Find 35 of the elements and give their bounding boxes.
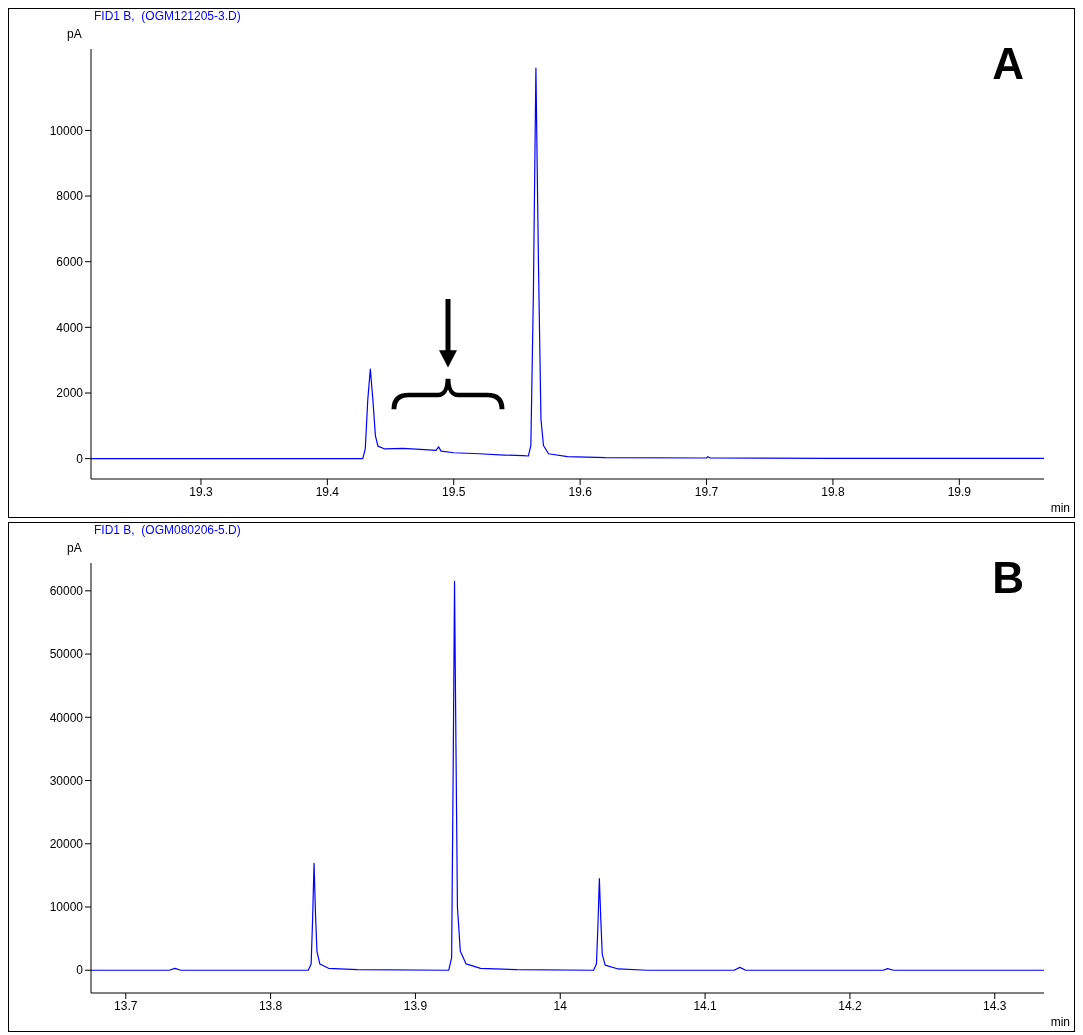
x-tick-label: 13.9	[403, 998, 428, 1013]
y-tick-label: 2000	[56, 386, 84, 401]
x-tick-label: 19.7	[694, 484, 719, 499]
x-tick-label: 14.3	[983, 998, 1007, 1013]
x-axis-title: min	[1050, 1015, 1070, 1029]
annotation: A	[992, 39, 1024, 89]
y-tick-label: 30000	[49, 773, 84, 788]
x-tick-label: 19.6	[568, 484, 593, 499]
x-tick-label: 14.1	[693, 998, 718, 1013]
y-tick-label: 0	[76, 451, 84, 466]
y-tick-label: 10000	[49, 900, 84, 915]
y-tick-label: 0	[76, 963, 84, 978]
chart-title: FID1 B, (OGM080206-5.D)	[94, 523, 241, 537]
x-tick-label: 19.5	[442, 484, 466, 499]
x-tick-label: 19.3	[189, 484, 213, 499]
y-tick-label: 60000	[49, 584, 84, 599]
x-tick-label: 19.4	[315, 484, 340, 499]
x-tick-label: 13.7	[114, 998, 138, 1013]
x-axis-title: min	[1050, 501, 1070, 515]
y-tick-label: 6000	[56, 254, 84, 269]
y-tick-label: 50000	[49, 647, 84, 662]
x-tick-label: 19.8	[821, 484, 845, 499]
annotation: B	[992, 553, 1024, 603]
y-axis-title: pA	[67, 541, 82, 555]
y-tick-label: 10000	[49, 123, 84, 138]
y-tick-label: 8000	[56, 189, 84, 204]
x-tick-label: 13.8	[258, 998, 283, 1013]
x-tick-label: 14	[553, 998, 568, 1013]
y-tick-label: 40000	[49, 710, 84, 725]
y-axis-title: pA	[67, 27, 82, 41]
x-tick-label: 19.9	[947, 484, 972, 499]
y-tick-label: 4000	[56, 320, 84, 335]
chart-title: FID1 B, (OGM121205-3.D)	[94, 9, 241, 23]
y-tick-label: 20000	[49, 837, 84, 852]
x-tick-label: 14.2	[838, 998, 862, 1013]
